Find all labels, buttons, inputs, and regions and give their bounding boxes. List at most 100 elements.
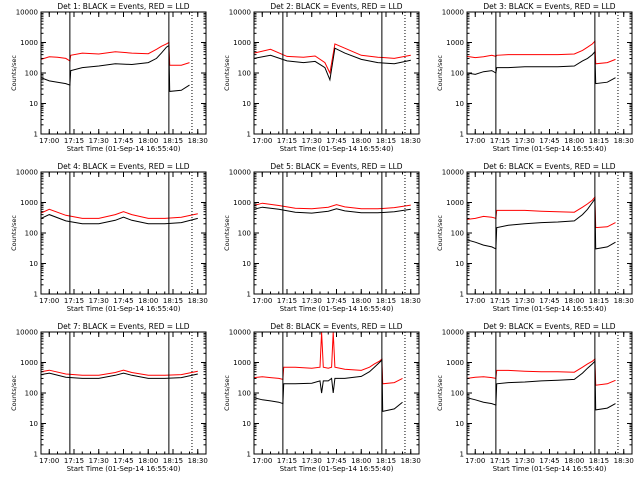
series-line-lld	[467, 39, 616, 65]
x-tick-label: 18:15	[376, 137, 396, 145]
x-tick-label: 18:30	[614, 137, 634, 145]
x-axis-label: Start Time (01-Sep-14 16:55:40)	[67, 465, 181, 473]
x-axis-label: Start Time (01-Sep-14 16:55:40)	[67, 305, 181, 313]
x-tick-label: 18:00	[138, 137, 158, 145]
y-tick-label: 10	[29, 100, 38, 108]
x-tick-label: 17:00	[465, 297, 485, 305]
x-axis-label: Start Time (01-Sep-14 16:55:40)	[280, 305, 394, 313]
chart-panel-det1: 1 10 100 1000 10000 17:00 17:15 17:30 17:45 18:00…	[10, 2, 208, 153]
y-axis-label: Counts/sec	[223, 55, 231, 91]
panel-title: Det 2: BLACK = Events, RED = LLD	[270, 2, 402, 11]
series-line-lld	[254, 202, 411, 210]
x-tick-label: 18:15	[163, 137, 183, 145]
series-line-events	[467, 197, 616, 250]
series-line-lld	[41, 208, 198, 219]
y-tick-label: 10	[29, 420, 38, 428]
panel-title: Det 3: BLACK = Events, RED = LLD	[483, 2, 615, 11]
chart-panel-det7: 1 10 100 1000 10000 17:00 17:15 17:30 17:45 18:00…	[10, 322, 208, 473]
y-axis-label: Counts/sec	[223, 375, 231, 411]
x-tick-label: 17:15	[277, 457, 297, 465]
x-tick-label: 17:45	[113, 457, 133, 465]
x-axis-label: Start Time (01-Sep-14 16:55:40)	[67, 145, 181, 153]
series-group	[41, 41, 190, 92]
x-tick-label: 18:30	[188, 457, 208, 465]
y-tick-label: 1	[460, 291, 464, 299]
y-tick-label: 1	[460, 451, 464, 459]
series-line-events	[254, 47, 411, 82]
x-tick-label: 17:00	[39, 137, 59, 145]
y-tick-label: 10000	[229, 329, 251, 337]
x-tick-label: 18:30	[401, 137, 421, 145]
x-tick-label: 18:00	[564, 137, 584, 145]
series-line-lld	[41, 41, 190, 66]
chart-panel-det6: 1 10 100 1000 10000 17:00 17:15 17:30 17:45 18:00…	[436, 162, 634, 313]
y-tick-label: 100	[238, 70, 251, 78]
panel-title: Det 7: BLACK = Events, RED = LLD	[57, 322, 189, 331]
y-tick-label: 100	[451, 70, 464, 78]
y-tick-label: 1000	[20, 199, 38, 207]
series-line-events	[467, 359, 616, 411]
x-tick-label: 17:15	[64, 137, 84, 145]
y-tick-label: 100	[25, 230, 38, 238]
series-line-lld	[254, 332, 403, 385]
x-tick-label: 17:45	[539, 297, 559, 305]
y-tick-label: 10000	[16, 329, 38, 337]
y-tick-label: 100	[238, 390, 251, 398]
x-tick-label: 17:45	[113, 137, 133, 145]
chart-panel-det8: 1 10 100 1000 10000 17:00 17:15 17:30 17:45 18:00…	[223, 322, 421, 473]
x-tick-label: 17:00	[39, 457, 59, 465]
y-tick-label: 10000	[442, 9, 464, 17]
x-tick-label: 17:30	[89, 137, 109, 145]
series-group	[254, 332, 403, 413]
panel-title: Det 4: BLACK = Events, RED = LLD	[57, 162, 189, 171]
x-tick-label: 17:00	[252, 457, 272, 465]
plot-frame	[466, 11, 633, 135]
chart-panel-det2: 1 10 100 1000 10000 17:00 17:15 17:30 17:45 18:00…	[223, 2, 421, 153]
y-tick-label: 1000	[20, 359, 38, 367]
x-axis-label: Start Time (01-Sep-14 16:55:40)	[280, 465, 394, 473]
plot-frame	[466, 331, 633, 455]
y-tick-label: 1	[34, 451, 38, 459]
y-tick-label: 100	[451, 390, 464, 398]
y-tick-label: 1000	[233, 39, 251, 47]
x-tick-label: 17:30	[515, 137, 535, 145]
panel-title: Det 9: BLACK = Events, RED = LLD	[483, 322, 615, 331]
panel-title: Det 1: BLACK = Events, RED = LLD	[57, 2, 189, 11]
series-line-lld	[41, 369, 198, 376]
series-line-events	[467, 50, 616, 85]
chart-panel-det9: 1 10 100 1000 10000 17:00 17:15 17:30 17:45 18:00…	[436, 322, 634, 473]
x-tick-label: 17:15	[277, 297, 297, 305]
y-axis-label: Counts/sec	[436, 55, 444, 91]
x-tick-label: 17:30	[515, 457, 535, 465]
y-tick-label: 1000	[233, 359, 251, 367]
series-line-events	[41, 44, 190, 92]
series-line-events	[254, 358, 403, 413]
x-tick-label: 18:00	[351, 137, 371, 145]
y-tick-label: 1000	[20, 39, 38, 47]
x-tick-label: 17:45	[326, 137, 346, 145]
series-line-events	[254, 206, 411, 214]
x-tick-label: 18:30	[614, 457, 634, 465]
x-tick-label: 17:30	[515, 297, 535, 305]
x-tick-label: 18:30	[188, 137, 208, 145]
x-tick-label: 18:15	[163, 457, 183, 465]
x-tick-label: 17:45	[539, 137, 559, 145]
series-group	[41, 369, 198, 379]
series-group	[467, 195, 616, 250]
x-tick-label: 17:30	[89, 457, 109, 465]
x-axis-label: Start Time (01-Sep-14 16:55:40)	[493, 305, 607, 313]
x-tick-label: 17:15	[64, 297, 84, 305]
y-tick-label: 1	[34, 131, 38, 139]
plot-frame	[253, 11, 420, 135]
x-tick-label: 18:00	[138, 457, 158, 465]
y-axis-label: Counts/sec	[10, 375, 18, 411]
x-tick-label: 17:00	[252, 297, 272, 305]
y-tick-label: 100	[25, 390, 38, 398]
y-tick-label: 10000	[16, 169, 38, 177]
x-tick-label: 18:15	[376, 297, 396, 305]
panel-title: Det 6: BLACK = Events, RED = LLD	[483, 162, 615, 171]
plot-frame	[253, 331, 420, 455]
y-tick-label: 10	[242, 260, 251, 268]
plot-frame	[40, 11, 207, 135]
series-group	[254, 43, 411, 82]
